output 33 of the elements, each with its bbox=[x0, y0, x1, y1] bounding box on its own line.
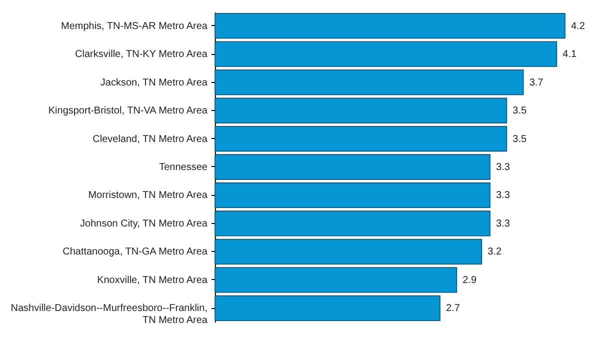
y-tick-label: Jackson, TN Metro Area bbox=[100, 77, 208, 88]
bar bbox=[214, 13, 566, 39]
bar bbox=[214, 267, 458, 293]
data-label: 3.3 bbox=[496, 218, 510, 230]
data-label: 4.2 bbox=[571, 20, 586, 32]
y-tick-label: Memphis, TN-MS-AR Metro Area bbox=[60, 20, 208, 32]
y-tick-label: Tennessee bbox=[159, 162, 208, 173]
y-tick-label: Cleveland, TN Metro Area bbox=[92, 134, 208, 145]
data-label: 3.7 bbox=[529, 77, 544, 88]
bar bbox=[214, 238, 482, 265]
y-tick-label: Johnson City, TN Metro Area bbox=[80, 218, 208, 230]
data-label: 3.5 bbox=[512, 134, 528, 145]
y-tick-label: Knoxville, TN Metro Area bbox=[97, 274, 208, 286]
y-tick-label: Morristown, TN Metro Area bbox=[88, 190, 208, 202]
bar bbox=[214, 41, 558, 67]
bar bbox=[214, 295, 440, 321]
y-tick-label: Chattanooga, TN-GA Metro Area bbox=[62, 246, 208, 258]
y-tick-label: Nashville-Davidson--Murfreesboro--Franklin, TN Metro Area bbox=[10, 303, 208, 326]
bar bbox=[214, 126, 508, 152]
data-label: 4.1 bbox=[562, 49, 578, 60]
y-tick-label: Clarksville, TN-KY Metro Area bbox=[75, 49, 208, 60]
data-label: 3.3 bbox=[496, 162, 510, 173]
data-label: 3.3 bbox=[496, 190, 510, 202]
y-tick-label: Kingsport-Bristol, TN-VA Metro Area bbox=[48, 106, 208, 117]
bar bbox=[214, 182, 490, 208]
data-label: 2.9 bbox=[462, 274, 478, 286]
bar bbox=[214, 69, 524, 96]
bar bbox=[214, 98, 508, 124]
data-label: 2.7 bbox=[446, 303, 460, 314]
bar bbox=[214, 154, 490, 180]
bar bbox=[214, 210, 490, 236]
data-label: 3.5 bbox=[512, 106, 528, 117]
data-label: 3.2 bbox=[488, 246, 502, 258]
